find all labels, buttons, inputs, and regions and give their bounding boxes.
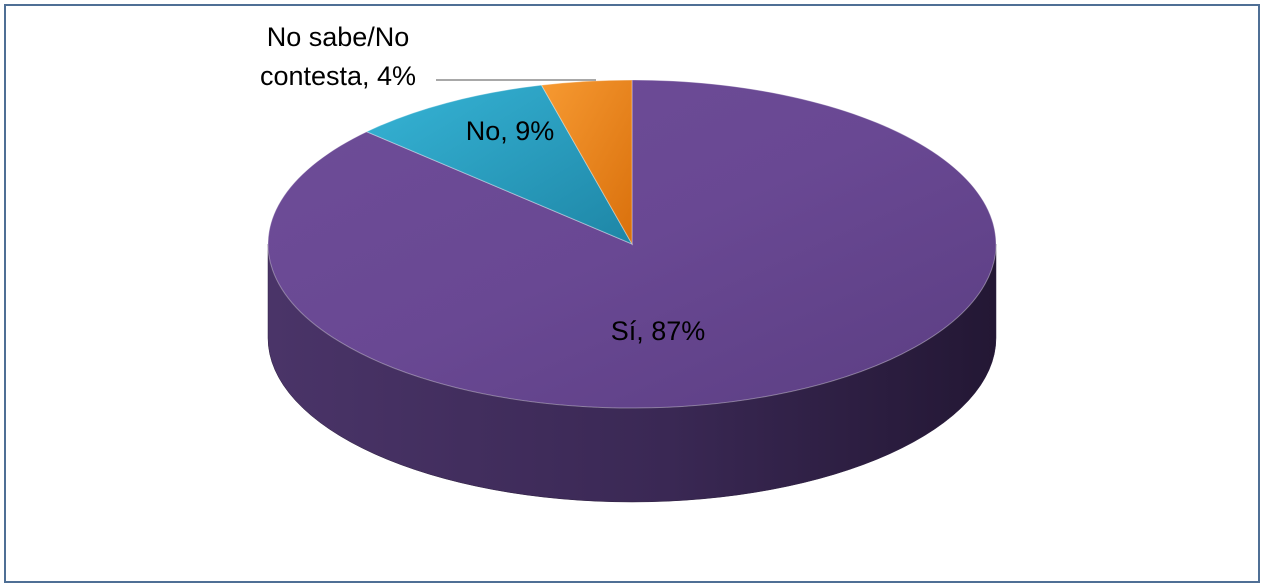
data-label-no: No, 9% (466, 116, 555, 146)
data-label-no-sabe-line1: No sabe/No (267, 22, 410, 52)
pie-slice-s- (267, 79, 997, 409)
pie-labels: Sí, 87% No, 9% No sabe/No contesta, 4% (260, 22, 705, 346)
data-label-no-sabe-line2: contesta, 4% (260, 61, 416, 91)
pie-slice-no-sabe-no-contesta (540, 79, 633, 246)
data-label-si: Sí, 87% (611, 316, 706, 346)
pie-slice-no (365, 84, 634, 246)
pie-top (267, 79, 997, 409)
